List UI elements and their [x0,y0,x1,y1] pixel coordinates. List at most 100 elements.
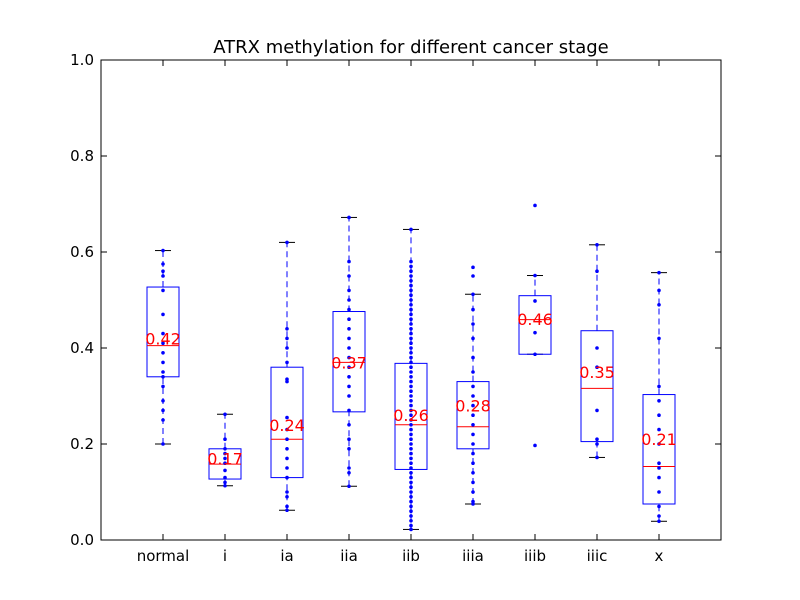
data-point [409,442,413,446]
y-tick-label: 0.8 [70,147,94,165]
data-point [409,403,413,408]
data-point [409,432,413,437]
data-point [471,384,475,389]
data-point [409,499,413,504]
x-tick-label: iiia [462,547,484,565]
iqr-box [642,394,676,505]
data-point [471,499,475,504]
data-point [223,437,227,442]
data-point [409,437,413,442]
box-group-iib: 0.26 [393,227,429,532]
data-point [161,269,165,274]
data-point [409,427,413,432]
data-point [409,379,413,384]
data-point [409,279,413,283]
y-tick-label: 0.4 [70,339,94,357]
data-point [347,346,351,350]
data-point [409,384,413,389]
data-point [161,288,165,293]
data-point [409,303,413,307]
data-point [161,331,165,336]
box-series: 0.42 0.17 0.24 0.37 0.26 0.28 0.46 0.35 0.21 [145,203,677,532]
data-point [657,519,661,524]
data-point [409,341,413,346]
data-point [223,412,227,417]
y-tick-label: 0.0 [70,531,94,549]
data-point [657,427,661,432]
data-point [285,456,289,461]
data-point [285,475,289,480]
data-point [223,475,227,480]
data-point [471,394,475,398]
data-point [285,240,289,245]
box-group-ia: 0.24 [269,240,305,513]
data-point [347,408,351,413]
data-point [533,273,537,278]
data-point [657,466,661,470]
data-point [471,307,475,312]
data-point [409,527,413,532]
data-point [409,298,413,302]
data-point [657,399,661,403]
data-point [471,265,475,270]
data-point [409,523,413,528]
data-point [595,455,599,460]
data-point [533,330,537,335]
x-tick-label: iiic [587,547,608,565]
data-point [161,262,165,266]
data-point [347,215,351,220]
data-point [471,461,475,466]
data-point [409,394,413,398]
mean-label: 0.37 [331,353,367,372]
data-point [471,451,475,456]
data-point [285,346,289,350]
data-point [409,480,413,485]
data-point [161,399,165,403]
data-point [533,352,537,357]
data-point [409,461,413,466]
data-point [347,471,351,475]
data-point [595,365,599,370]
data-point [409,274,413,278]
box-group-iiia: 0.28 [455,265,491,506]
data-point [471,370,475,374]
data-point [471,403,475,408]
data-point [657,490,661,494]
data-point [347,274,351,278]
data-point [657,303,661,307]
data-point [161,442,165,446]
data-point [409,283,413,288]
iqr-box [580,330,614,443]
mean-label: 0.24 [269,416,305,435]
data-point [347,298,351,302]
data-point [409,327,413,331]
box-group-i: 0.17 [207,412,243,488]
data-point [657,384,661,389]
data-point [347,355,351,360]
data-point [285,495,289,499]
data-point [409,399,413,403]
data-point [409,317,413,322]
box-group-x: 0.21 [641,270,677,524]
data-point [471,442,475,446]
x-tick-label: normal [137,547,190,565]
data-point [471,336,475,341]
y-tick-label: 1.0 [70,51,94,69]
x-tick-label: ia [280,547,293,565]
data-point [347,384,351,389]
data-point [285,336,289,341]
data-point [595,442,599,446]
data-point [409,312,413,317]
data-point [347,327,351,331]
data-point [347,307,351,312]
data-point [161,341,165,346]
data-point [657,336,661,341]
data-point [223,447,227,451]
data-point [409,264,413,269]
mean-label: 0.17 [207,449,243,468]
data-point [409,360,413,365]
data-point [223,461,227,466]
data-point [409,346,413,350]
data-point [285,504,289,509]
